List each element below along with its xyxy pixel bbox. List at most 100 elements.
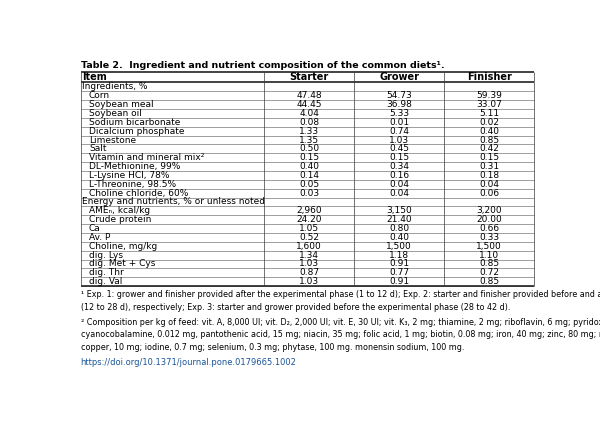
Text: 24.20: 24.20: [296, 215, 322, 224]
Text: 0.04: 0.04: [479, 180, 499, 189]
Text: 0.40: 0.40: [299, 162, 319, 171]
Bar: [80, 233, 535, 242]
Text: Grower: Grower: [379, 72, 419, 82]
Text: ¹ Exp. 1: grower and finisher provided after the experimental phase (1 to 12 d);: ¹ Exp. 1: grower and finisher provided a…: [80, 290, 600, 299]
Text: 0.08: 0.08: [299, 118, 319, 127]
Bar: [80, 72, 535, 82]
Bar: [80, 242, 535, 251]
Text: 47.48: 47.48: [296, 91, 322, 100]
Text: 3,200: 3,200: [476, 206, 502, 215]
Text: Sodium bicarbonate: Sodium bicarbonate: [89, 118, 181, 127]
Text: 0.40: 0.40: [479, 127, 499, 136]
Text: 0.50: 0.50: [299, 144, 319, 154]
Text: dig. Met + Cys: dig. Met + Cys: [89, 260, 155, 268]
Text: 1.10: 1.10: [479, 251, 499, 260]
Text: 1.34: 1.34: [299, 251, 319, 260]
Text: 33.07: 33.07: [476, 100, 502, 109]
Text: 1.18: 1.18: [389, 251, 409, 260]
Text: 2,960: 2,960: [296, 206, 322, 215]
Text: Ingredients, %: Ingredients, %: [82, 82, 148, 92]
Text: 0.85: 0.85: [479, 260, 499, 268]
Text: 1.03: 1.03: [299, 277, 319, 286]
Text: 0.77: 0.77: [389, 268, 409, 277]
Bar: [80, 136, 535, 144]
Bar: [80, 127, 535, 136]
Text: ² Composition per kg of feed: vit. A, 8,000 UI; vit. D₂, 2,000 UI; vit. E, 30 UI: ² Composition per kg of feed: vit. A, 8,…: [80, 318, 600, 326]
Text: 0.66: 0.66: [479, 224, 499, 233]
Text: 0.45: 0.45: [389, 144, 409, 154]
Text: 5.33: 5.33: [389, 109, 409, 118]
Text: 0.85: 0.85: [479, 277, 499, 286]
Text: Starter: Starter: [290, 72, 329, 82]
Text: 0.15: 0.15: [299, 153, 319, 162]
Bar: [80, 180, 535, 189]
Text: Item: Item: [82, 72, 107, 82]
Text: 0.03: 0.03: [299, 189, 319, 198]
Bar: [80, 198, 535, 206]
Bar: [80, 224, 535, 233]
Text: 0.15: 0.15: [479, 153, 499, 162]
Text: Soybean oil: Soybean oil: [89, 109, 142, 118]
Text: dig. Val: dig. Val: [89, 277, 122, 286]
Text: dig. Thr: dig. Thr: [89, 268, 124, 277]
Text: copper, 10 mg; iodine, 0.7 mg; selenium, 0.3 mg; phytase, 100 mg. monensin sodiu: copper, 10 mg; iodine, 0.7 mg; selenium,…: [80, 343, 464, 352]
Text: dig. Lys: dig. Lys: [89, 251, 123, 260]
Text: 0.15: 0.15: [389, 153, 409, 162]
Text: Finisher: Finisher: [467, 72, 512, 82]
Text: 54.73: 54.73: [386, 91, 412, 100]
Bar: [80, 277, 535, 286]
Text: Dicalcium phosphate: Dicalcium phosphate: [89, 127, 184, 136]
Text: 0.01: 0.01: [389, 118, 409, 127]
Bar: [80, 206, 535, 215]
Text: 0.72: 0.72: [479, 268, 499, 277]
Text: L-Threonine, 98.5%: L-Threonine, 98.5%: [89, 180, 176, 189]
Text: Av. P: Av. P: [89, 233, 110, 242]
Bar: [80, 171, 535, 180]
Bar: [80, 118, 535, 127]
Bar: [80, 251, 535, 260]
Text: 0.91: 0.91: [389, 260, 409, 268]
Text: Salt: Salt: [89, 144, 106, 154]
Text: Choline, mg/kg: Choline, mg/kg: [89, 242, 157, 251]
Text: 0.85: 0.85: [479, 136, 499, 144]
Bar: [80, 82, 535, 91]
Text: 0.31: 0.31: [479, 162, 499, 171]
Text: 0.87: 0.87: [299, 268, 319, 277]
Text: 1,600: 1,600: [296, 242, 322, 251]
Text: 0.40: 0.40: [389, 233, 409, 242]
Text: 1.03: 1.03: [299, 260, 319, 268]
Text: 0.80: 0.80: [389, 224, 409, 233]
Bar: [80, 91, 535, 100]
Text: 36.98: 36.98: [386, 100, 412, 109]
Text: Vitamin and mineral mix²: Vitamin and mineral mix²: [89, 153, 205, 162]
Text: 0.05: 0.05: [299, 180, 319, 189]
Text: Corn: Corn: [89, 91, 110, 100]
Bar: [80, 100, 535, 109]
Text: 0.04: 0.04: [389, 189, 409, 198]
Text: Energy and nutrients, % or unless noted: Energy and nutrients, % or unless noted: [82, 198, 265, 206]
Text: cyanocobalamine, 0.012 mg, pantothenic acid, 15 mg; niacin, 35 mg; folic acid, 1: cyanocobalamine, 0.012 mg, pantothenic a…: [80, 330, 600, 340]
Text: 1,500: 1,500: [476, 242, 502, 251]
Text: 0.42: 0.42: [479, 144, 499, 154]
Text: 0.34: 0.34: [389, 162, 409, 171]
Bar: [80, 109, 535, 118]
Bar: [80, 215, 535, 224]
Text: Choline chloride, 60%: Choline chloride, 60%: [89, 189, 188, 198]
Text: 0.52: 0.52: [299, 233, 319, 242]
Text: 4.04: 4.04: [299, 109, 319, 118]
Text: 1.03: 1.03: [389, 136, 409, 144]
Text: Crude protein: Crude protein: [89, 215, 151, 224]
Bar: [80, 189, 535, 198]
Text: 44.45: 44.45: [296, 100, 322, 109]
Text: L-Lysine HCl, 78%: L-Lysine HCl, 78%: [89, 171, 169, 180]
Bar: [80, 162, 535, 171]
Text: 0.02: 0.02: [479, 118, 499, 127]
Bar: [80, 144, 535, 153]
Bar: [80, 268, 535, 277]
Text: 0.06: 0.06: [479, 189, 499, 198]
Text: 0.33: 0.33: [479, 233, 499, 242]
Text: Limestone: Limestone: [89, 136, 136, 144]
Text: DL-Methionine, 99%: DL-Methionine, 99%: [89, 162, 181, 171]
Text: 59.39: 59.39: [476, 91, 502, 100]
Text: Table 2.  Ingredient and nutrient composition of the common diets¹.: Table 2. Ingredient and nutrient composi…: [80, 61, 444, 70]
